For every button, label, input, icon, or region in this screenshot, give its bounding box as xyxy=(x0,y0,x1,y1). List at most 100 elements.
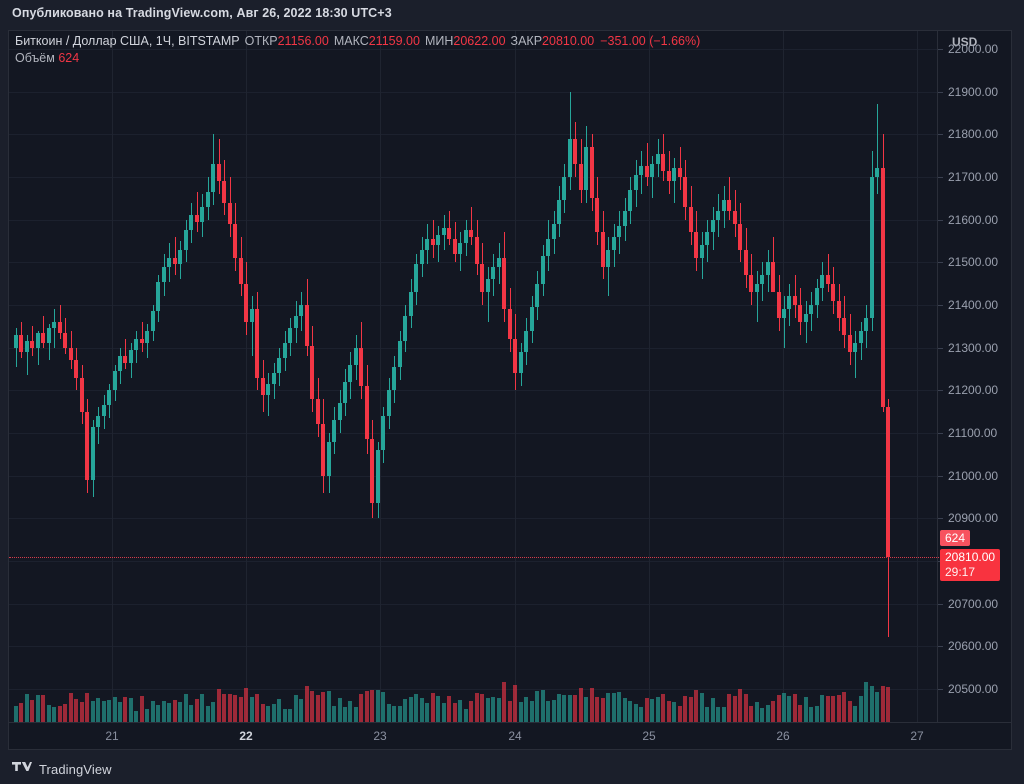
volume-bar xyxy=(85,693,89,723)
volume-bar xyxy=(123,697,127,723)
legend-low-label: МИН xyxy=(424,34,454,48)
candle-body xyxy=(804,313,808,323)
volume-bar xyxy=(294,694,298,723)
grid-line-horizontal xyxy=(9,433,939,434)
volume-bar xyxy=(327,690,331,723)
candle-body xyxy=(623,211,627,227)
candle-wick xyxy=(757,270,758,323)
volume-bar xyxy=(678,706,682,723)
candle-wick xyxy=(27,334,28,376)
candle-body xyxy=(414,264,418,293)
volume-bar xyxy=(69,693,73,723)
time-axis-tick: 22 xyxy=(239,729,253,743)
candle-body xyxy=(365,386,369,440)
volume-bar xyxy=(886,687,890,723)
candle-body xyxy=(305,305,309,346)
price-scale-currency: USD xyxy=(952,35,978,49)
volume-bar xyxy=(299,698,303,723)
candle-body xyxy=(436,234,440,246)
candle-body xyxy=(486,279,490,293)
volume-bar xyxy=(809,707,813,723)
candle-body xyxy=(798,305,802,323)
time-axis-tick: 27 xyxy=(910,729,924,743)
candle-body xyxy=(327,441,331,476)
candle-body xyxy=(612,236,616,250)
volume-value-badge[interactable]: 624 xyxy=(940,529,971,546)
volume-bar xyxy=(837,695,841,723)
price-scale[interactable]: USD 22000.00 21900.00 21800.00 21700.00 2160… xyxy=(937,31,1011,723)
candle-body xyxy=(409,292,413,316)
volume-bar xyxy=(74,699,78,723)
candle-wick xyxy=(175,236,176,276)
candle-body xyxy=(475,236,479,265)
price-axis-tick: 20500.00 xyxy=(948,682,999,696)
candle-body xyxy=(118,356,122,372)
candle-body xyxy=(338,403,342,421)
grid-line-horizontal xyxy=(9,134,939,136)
price-axis-tickmark xyxy=(938,433,943,434)
legend-open-label: ОТКР xyxy=(244,34,278,48)
volume-bar xyxy=(875,692,879,723)
volume-bar xyxy=(656,696,660,723)
price-axis-tick: 21900.00 xyxy=(948,84,999,99)
volume-bar xyxy=(683,696,687,723)
candle-body xyxy=(211,164,215,192)
price-axis-tick: 21700.00 xyxy=(948,170,999,184)
volume-bar xyxy=(145,708,149,723)
bar-countdown-value: 29:17 xyxy=(945,564,976,579)
candle-body xyxy=(63,332,67,348)
chart-panel[interactable]: Биткоин / Доллар США, 1Ч, BITSTAMP ОТКР 21… xyxy=(8,30,1012,750)
volume-bar xyxy=(475,692,479,723)
candle-body xyxy=(557,200,561,224)
candle-body xyxy=(617,226,621,237)
volume-bar xyxy=(134,710,138,723)
volume-bar xyxy=(266,705,270,723)
volume-bar xyxy=(491,697,495,723)
time-scale[interactable]: 21 22 23 24 25 26 27 xyxy=(9,722,1011,749)
price-axis-tickmark xyxy=(938,689,943,690)
volume-bar xyxy=(590,688,594,723)
candle-body xyxy=(354,347,358,365)
candle-body xyxy=(151,311,155,331)
candle-body xyxy=(156,281,160,312)
current-price-badge[interactable]: 20810.00 29:17 xyxy=(940,548,1001,581)
volume-bar xyxy=(376,690,380,723)
volume-bar xyxy=(63,703,67,723)
volume-bar xyxy=(530,700,534,723)
chart-plot-area[interactable]: Биткоин / Доллар США, 1Ч, BITSTAMP ОТКР21… xyxy=(9,31,939,723)
volume-bar xyxy=(689,696,693,723)
candle-body xyxy=(381,415,385,451)
price-axis-tick: 20900.00 xyxy=(948,511,999,526)
legend-volume-value: 624 xyxy=(58,51,80,65)
candle-body xyxy=(30,341,34,348)
candle-body xyxy=(453,238,457,254)
chart-legend: Биткоин / Доллар США, 1Ч, BITSTAMP ОТКР21… xyxy=(15,33,700,66)
grid-line-horizontal xyxy=(9,561,939,562)
candle-wick xyxy=(828,253,829,293)
volume-bar xyxy=(552,699,556,723)
legend-symbol[interactable]: Биткоин / Доллар США, 1Ч, BITSTAMP xyxy=(15,34,240,48)
volume-bar xyxy=(606,692,610,723)
volume-bar xyxy=(398,706,402,723)
volume-bar xyxy=(612,693,616,723)
volume-bar xyxy=(255,694,259,723)
candle-body xyxy=(80,377,84,412)
volume-bar xyxy=(442,702,446,723)
volume-bar xyxy=(826,696,830,723)
volume-bar xyxy=(167,703,171,723)
candle-body xyxy=(332,420,336,442)
volume-bar xyxy=(601,697,605,723)
candle-body xyxy=(277,358,281,374)
volume-bar xyxy=(672,702,676,723)
candle-body xyxy=(837,300,841,318)
candle-body xyxy=(52,322,56,329)
volume-bar xyxy=(711,697,715,723)
candle-body xyxy=(447,228,451,239)
candle-body xyxy=(299,305,303,316)
candle-body xyxy=(162,266,166,282)
volume-bar xyxy=(793,693,797,723)
volume-bar xyxy=(272,703,276,723)
volume-bar xyxy=(771,700,775,723)
candle-body xyxy=(595,198,599,233)
volume-bar xyxy=(848,700,852,723)
